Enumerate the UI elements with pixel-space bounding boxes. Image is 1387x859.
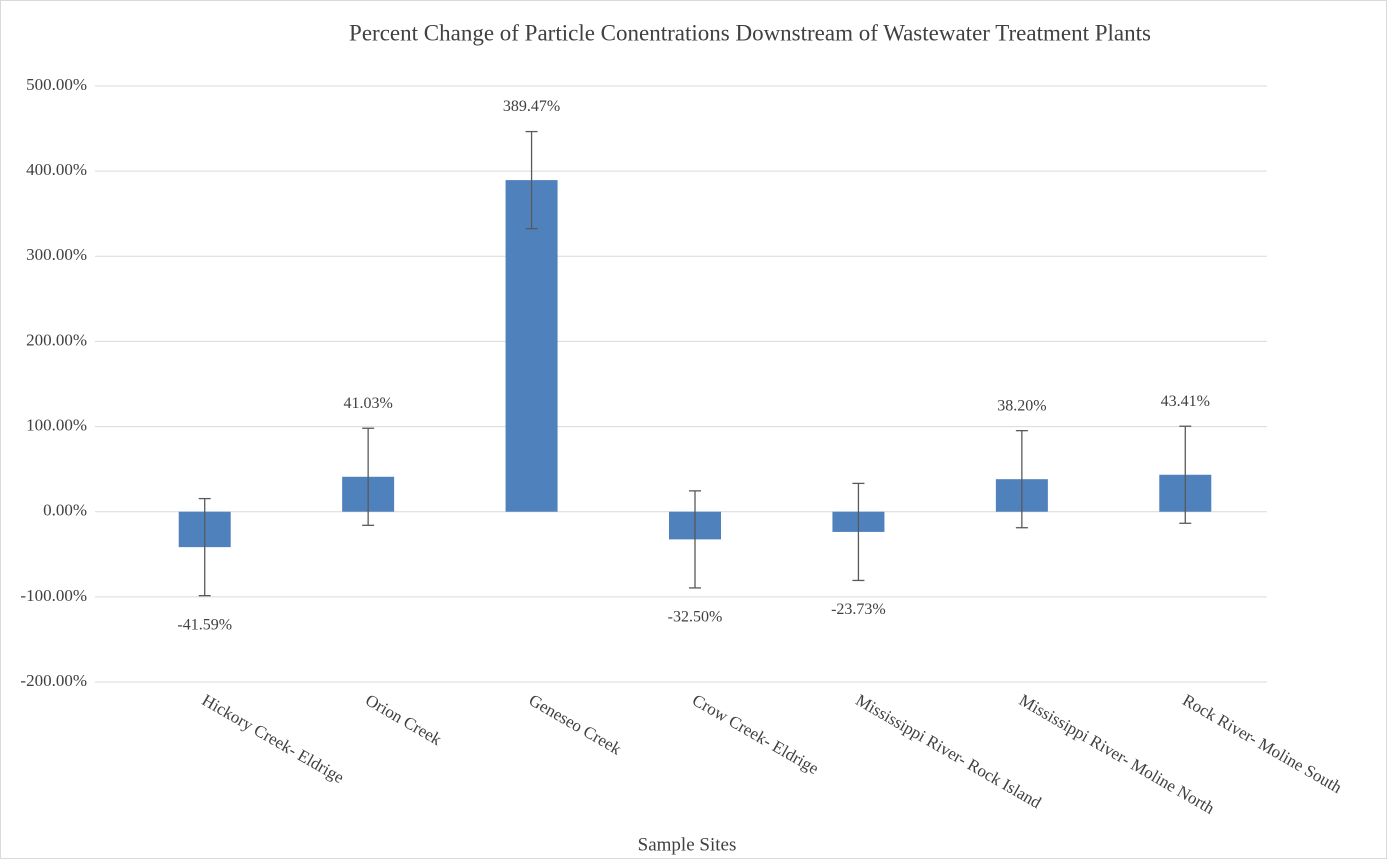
y-tick-label: 300.00% xyxy=(26,245,87,264)
y-tick-label: 500.00% xyxy=(26,75,87,94)
error-bar xyxy=(852,482,865,582)
data-label: -23.73% xyxy=(831,601,886,618)
error-bar xyxy=(689,490,701,589)
x-axis-title: Sample Sites xyxy=(638,834,737,855)
error-bar xyxy=(1179,425,1192,524)
data-label: -41.59% xyxy=(177,616,232,633)
data-label: 38.20% xyxy=(997,397,1046,414)
y-tick-label: -200.00% xyxy=(20,671,87,690)
bar xyxy=(505,180,558,512)
y-tick-label: 400.00% xyxy=(26,160,87,179)
y-tick-label: -100.00% xyxy=(20,586,87,605)
data-label: 41.03% xyxy=(343,395,392,412)
data-label: 389.47% xyxy=(503,98,560,115)
error-bar xyxy=(525,130,538,230)
data-label: 43.41% xyxy=(1161,393,1210,410)
y-tick-label: 200.00% xyxy=(26,330,87,349)
error-bar xyxy=(1015,430,1028,529)
y-tick-label: 0.00% xyxy=(43,501,87,520)
data-label: -32.50% xyxy=(668,609,723,626)
error-bar xyxy=(198,497,211,597)
y-tick-label: 100.00% xyxy=(26,415,87,434)
chart-title: Percent Change of Particle Conentrations… xyxy=(349,20,1151,45)
error-bar xyxy=(362,427,375,526)
